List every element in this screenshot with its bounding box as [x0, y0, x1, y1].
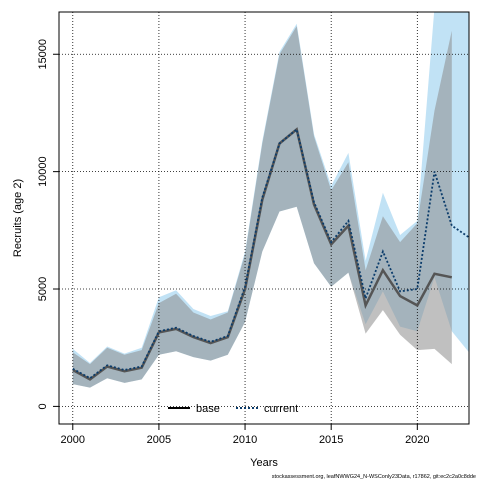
legend-current-label: current [264, 403, 298, 415]
x-tick-label: 2020 [405, 434, 429, 446]
x-tick-label: 2015 [319, 434, 343, 446]
y-tick-label: 0 [37, 403, 49, 409]
line-current [72, 127, 469, 380]
confidence-bands [72, 12, 469, 388]
plot-frame [58, 11, 470, 425]
legend-base-label: base [196, 403, 220, 415]
series-lines [72, 127, 469, 381]
footnote: stockassessment.org, leafNWWG24_N-WSConl… [272, 474, 476, 480]
x-axis: 2000 2005 2010 2015 2020 [61, 424, 430, 446]
y-tick-label: 5000 [37, 277, 49, 301]
band-base [72, 26, 452, 388]
y-axis-title: Recruits (age 2) [12, 179, 24, 257]
x-axis-title: Years [250, 457, 278, 469]
y-axis: 0 5000 10000 15000 [37, 39, 59, 409]
grid-lines [59, 12, 469, 424]
y-tick-label: 10000 [37, 156, 49, 187]
x-tick-label: 2005 [147, 434, 171, 446]
legend: base current [168, 403, 298, 415]
y-tick-label: 15000 [37, 39, 49, 70]
x-tick-label: 2010 [233, 434, 257, 446]
x-tick-label: 2000 [61, 434, 85, 446]
